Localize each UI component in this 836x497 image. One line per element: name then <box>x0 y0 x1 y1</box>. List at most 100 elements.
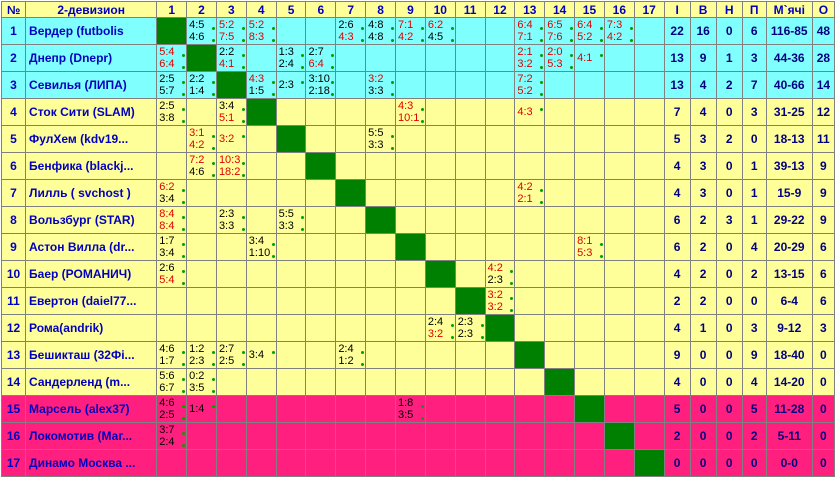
result-cell <box>186 98 217 126</box>
stat-cell: 0 <box>715 341 743 369</box>
result-cell <box>603 206 635 234</box>
result-cell <box>156 449 188 477</box>
result-cell <box>454 125 486 153</box>
score-line: 0:2 <box>189 370 205 382</box>
result-cell <box>424 395 456 423</box>
team-name: Днепр (Dnepr) <box>25 44 158 72</box>
score-line: 18:2 <box>218 166 241 178</box>
result-cell <box>275 314 307 342</box>
score-line: 4:6 <box>159 397 175 409</box>
result-cell <box>156 125 188 153</box>
marker-dot <box>271 255 275 258</box>
team-row: 15 Марсель (alex37) 4:6 2:5 1:4 1:8 3:5 5 0 0 5 11-… <box>0 395 836 423</box>
row-number: 9 <box>0 233 27 261</box>
result-cell <box>365 179 396 207</box>
result-cell: 4:1 <box>574 44 605 72</box>
result-cell <box>424 422 456 450</box>
stat-cell: 5 <box>663 125 691 153</box>
result-cell <box>335 233 367 261</box>
result-cell: 1:8 3:5 <box>395 395 426 423</box>
marker-dot <box>540 93 544 96</box>
stat-cell: 0 <box>741 449 767 477</box>
score-line: 1:4 <box>189 85 205 97</box>
result-cell <box>603 125 635 153</box>
marker-dot <box>450 27 454 30</box>
result-cell <box>305 395 337 423</box>
standings-table: № 2-девизион 1 2 3 4 5 6 7 8 9 10 11 12 13 14 15 16 17 I В Н П… <box>0 1 836 477</box>
marker-dot <box>271 81 275 84</box>
result-cell <box>335 179 367 207</box>
result-cell <box>544 71 576 99</box>
stat-cell: 9 <box>811 179 836 207</box>
result-cell <box>186 260 217 288</box>
result-cell <box>514 449 546 477</box>
result-cell <box>245 44 277 72</box>
result-cell: 6:4 7:1 <box>514 17 546 45</box>
stat-cell: 0 <box>811 449 836 477</box>
result-cell <box>245 395 277 423</box>
marker-dot <box>391 93 394 96</box>
result-cell <box>424 368 456 396</box>
stat-cell: 2 <box>689 233 717 261</box>
result-cell <box>215 233 247 261</box>
result-cell <box>633 71 665 99</box>
marker-dot <box>599 243 603 246</box>
result-cell <box>156 17 188 45</box>
result-cell: 4:2 2:3 <box>484 260 516 288</box>
result-cell: 2:5 5:7 <box>156 71 188 99</box>
result-cell: 5:6 6:7 <box>156 368 188 396</box>
result-cell <box>603 314 635 342</box>
team-row: 17 Динамо Москва ... 0 0 0 0 0-0 0 <box>0 449 836 477</box>
stat-cell: 0 <box>715 260 743 288</box>
result-cell <box>424 179 456 207</box>
score-line: 7:6 <box>547 31 563 43</box>
result-cell: 7:2 4:6 <box>186 152 217 180</box>
result-cell <box>544 368 576 396</box>
column-header: 10 <box>424 1 456 18</box>
result-cell: 2:6 4:3 <box>335 17 367 45</box>
result-cell: 7:3 4:2 <box>603 17 635 45</box>
marker-dot <box>331 54 335 57</box>
score-line: 5:2 <box>248 19 265 31</box>
column-header: 13 <box>514 1 546 18</box>
stat-cell: 15-9 <box>765 179 813 207</box>
marker-dot <box>182 54 186 57</box>
result-cell <box>544 260 576 288</box>
marker-dot <box>420 27 424 30</box>
result-cell <box>424 125 456 153</box>
result-cell <box>603 395 635 423</box>
stat-cell: 9 <box>811 152 836 180</box>
column-header: 6 <box>305 1 337 18</box>
result-cell <box>424 206 456 234</box>
result-cell <box>335 125 367 153</box>
result-cell <box>424 152 456 180</box>
stat-cell: 0 <box>811 395 836 423</box>
table-body: 1 Вердер (futbolis 4:5 4:6 5:2 7:5 5:2 8:3 2:6 4:… <box>0 17 836 477</box>
score-line: 8:4 <box>159 220 175 232</box>
stat-cell: 48 <box>811 17 836 45</box>
result-cell <box>484 233 516 261</box>
stat-cell: 9 <box>663 341 691 369</box>
result-cell: 7:2 5:2 <box>514 71 546 99</box>
score-line: 3:10 <box>308 73 330 85</box>
stat-cell: 3 <box>741 98 767 126</box>
marker-dot <box>211 135 215 138</box>
column-header: 4 <box>245 1 277 18</box>
result-cell <box>514 287 546 315</box>
result-cell <box>186 287 217 315</box>
result-cell <box>424 341 456 369</box>
result-cell <box>514 206 546 234</box>
team-row: 8 Вользбург (STAR) 8:4 8:4 2:3 3:3 5:5 3:3 6 2 3 1 2… <box>0 206 836 234</box>
result-cell: 2:7 2:5 <box>215 341 247 369</box>
marker-dot <box>182 390 186 393</box>
marker-dot <box>540 39 544 42</box>
score-line: 8:3 <box>248 31 265 43</box>
result-cell <box>454 422 486 450</box>
stat-cell: 6 <box>663 206 691 234</box>
score-line: 4:5 <box>427 31 444 43</box>
marker-dot <box>182 120 186 123</box>
result-cell <box>365 341 396 369</box>
stat-cell: 4 <box>689 98 717 126</box>
team-name: Евертон (daiel77... <box>25 287 158 315</box>
row-number: 13 <box>0 341 27 369</box>
